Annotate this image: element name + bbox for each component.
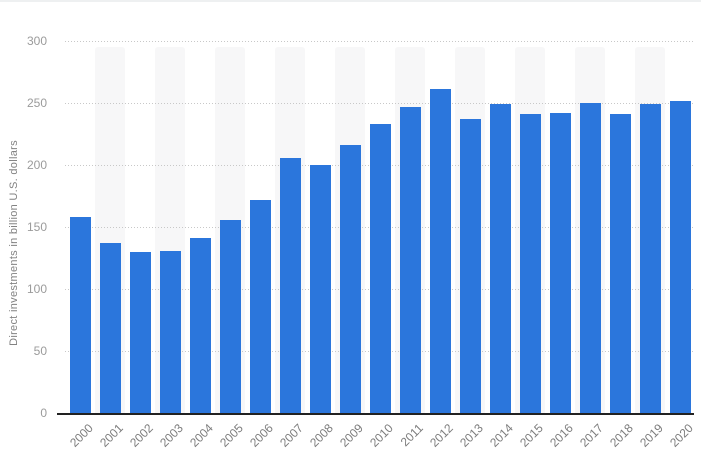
y-tick-label-50: 50 [33, 344, 47, 358]
bar-2020[interactable] [669, 100, 691, 413]
bar-2012[interactable] [429, 89, 451, 413]
y-tick-label-250: 250 [26, 96, 47, 110]
bar-2013[interactable] [459, 119, 481, 413]
bar-2002[interactable] [129, 251, 151, 413]
y-tick-label-100: 100 [26, 282, 47, 296]
bar-2006[interactable] [249, 199, 271, 413]
bar-2000[interactable] [69, 217, 91, 413]
bar-2019[interactable] [639, 104, 661, 413]
gridline-300 [65, 41, 695, 42]
y-tick-label-300: 300 [26, 34, 47, 48]
plot-area [65, 41, 695, 413]
bar-2011[interactable] [399, 106, 421, 413]
y-tick-label-0: 0 [40, 406, 47, 420]
bar-2009[interactable] [339, 145, 361, 413]
bar-2010[interactable] [369, 124, 391, 413]
x-axis-line [57, 413, 694, 415]
bar-2017[interactable] [579, 103, 601, 413]
bar-2015[interactable] [519, 114, 541, 413]
y-tick-label-150: 150 [26, 220, 47, 234]
bar-2007[interactable] [279, 157, 301, 413]
bar-2003[interactable] [159, 250, 181, 413]
bar-2018[interactable] [609, 114, 631, 413]
bar-2014[interactable] [489, 104, 511, 413]
page-top-divider [0, 0, 701, 2]
gridline-250 [65, 103, 695, 104]
y-tick-label-200: 200 [26, 158, 47, 172]
bar-2005[interactable] [219, 219, 241, 413]
bar-2016[interactable] [549, 112, 571, 413]
bar-2001[interactable] [99, 243, 121, 413]
bar-2004[interactable] [189, 238, 211, 413]
bar-2008[interactable] [309, 165, 331, 413]
